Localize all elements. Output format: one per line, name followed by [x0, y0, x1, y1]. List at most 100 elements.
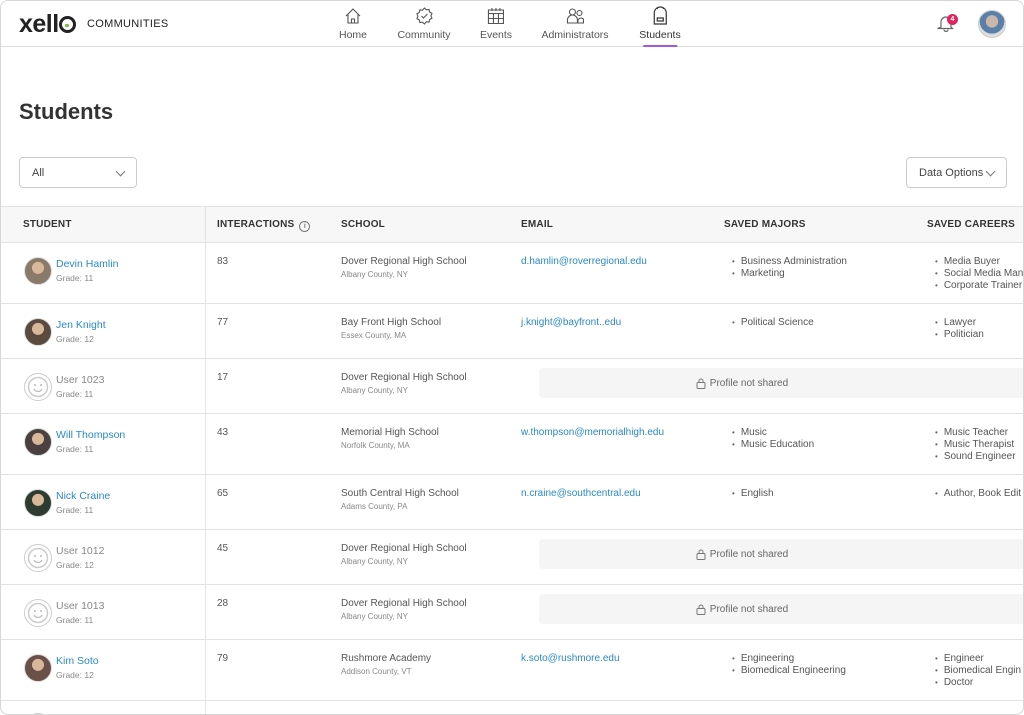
top-nav-bar: xell COMMUNITIES Home Community Events Admi… — [1, 1, 1023, 47]
student-email[interactable]: j.knight@bayfront..edu — [521, 317, 622, 328]
saved-career: Politician — [935, 329, 984, 341]
school-county: Adams County, PA — [341, 502, 408, 511]
smiley-icon — [27, 547, 49, 569]
school-county: Albany County, NY — [341, 612, 408, 621]
student-name: User 1012 — [56, 545, 105, 557]
nav-label: Administrators — [541, 29, 609, 41]
school-county: Albany County, NY — [341, 270, 408, 279]
interactions-count: 83 — [217, 256, 229, 267]
nav-label: Community — [397, 29, 451, 41]
saved-career: Music Teacher — [935, 427, 1016, 439]
saved-career: Sound Engineer — [935, 451, 1016, 463]
table-row[interactable]: Will Thompson Grade: 11 43 Memorial High Sc… — [1, 414, 1023, 475]
info-icon[interactable]: i — [299, 221, 311, 232]
student-avatar[interactable] — [24, 428, 52, 456]
school-county: Albany County, NY — [341, 386, 408, 395]
filter-dropdown[interactable]: All — [19, 157, 137, 188]
col-school[interactable]: SCHOOL — [341, 219, 385, 230]
nav-community[interactable]: Community — [397, 6, 451, 41]
profile-not-shared: Profile not shared — [539, 539, 1023, 569]
interactions-count: 43 — [217, 427, 229, 438]
table-row[interactable]: User 1012 Grade: 12 45 Dover Regional High … — [1, 530, 1023, 585]
profile-not-shared-label: Profile not shared — [709, 603, 789, 615]
school-name: Dover Regional High School — [341, 256, 467, 267]
table-row[interactable]: Jen Knight Grade: 12 77 Bay Front High Scho… — [1, 304, 1023, 359]
interactions-count: 65 — [217, 488, 229, 499]
school-name: Dover Regional High School — [341, 598, 467, 609]
lock-icon — [696, 549, 706, 560]
saved-major: Marketing — [732, 268, 847, 280]
calendar-icon — [487, 8, 505, 25]
table-row[interactable]: Kim Soto Grade: 12 79 Rushmore Academy Addis… — [1, 640, 1023, 701]
student-email[interactable]: n.craine@southcentral.edu — [521, 488, 641, 499]
students-table-body: Devin Hamlin Grade: 11 83 Dover Regional Hi… — [1, 243, 1023, 714]
home-icon — [345, 8, 361, 24]
data-options-button[interactable]: Data Options — [906, 157, 1007, 188]
saved-major: Biomedical Engineering — [732, 665, 846, 677]
student-grade: Grade: 11 — [56, 505, 94, 515]
col-saved-careers[interactable]: SAVED CAREERS — [927, 219, 1015, 230]
table-row[interactable] — [1, 701, 1023, 714]
saved-major: Music — [732, 427, 814, 439]
anonymous-avatar — [24, 544, 52, 572]
student-name[interactable]: Nick Craine — [56, 490, 111, 502]
chevron-down-icon — [115, 166, 126, 177]
col-interactions-label: INTERACTIONS — [217, 219, 295, 230]
column-divider — [205, 206, 206, 714]
col-student[interactable]: STUDENT — [23, 219, 72, 230]
student-name[interactable]: Will Thompson — [56, 429, 126, 441]
student-name[interactable]: Devin Hamlin — [56, 258, 119, 270]
table-row[interactable]: Nick Craine Grade: 11 65 South Central High… — [1, 475, 1023, 530]
student-grade: Grade: 11 — [56, 444, 94, 454]
saved-careers-list: LawyerPolitician — [935, 317, 984, 341]
notification-badge: 4 — [947, 14, 958, 25]
student-name: User 1013 — [56, 600, 105, 612]
school-county: Addison County, VT — [341, 667, 412, 676]
saved-career: Engineer — [935, 653, 1021, 665]
user-avatar[interactable] — [978, 10, 1006, 38]
col-interactions[interactable]: INTERACTIONS i — [217, 219, 311, 232]
school-name: Dover Regional High School — [341, 372, 467, 383]
student-grade: Grade: 11 — [56, 389, 94, 399]
smiley-icon — [27, 602, 49, 624]
users-icon — [566, 8, 584, 24]
student-grade: Grade: 11 — [56, 615, 94, 625]
saved-career: Lawyer — [935, 317, 984, 329]
col-saved-majors[interactable]: SAVED MAJORS — [724, 219, 806, 230]
student-email[interactable]: w.thompson@memorialhigh.edu — [521, 427, 665, 438]
saved-careers-list: EngineerBiomedical EnginDoctor — [935, 653, 1021, 689]
student-avatar[interactable] — [24, 257, 52, 285]
nav-events[interactable]: Events — [480, 6, 512, 41]
nav-label: Home — [338, 29, 368, 41]
school-name: Dover Regional High School — [341, 543, 467, 554]
nav-home[interactable]: Home — [339, 6, 367, 41]
table-row[interactable]: Devin Hamlin Grade: 11 83 Dover Regional Hi… — [1, 243, 1023, 304]
school-name: Memorial High School — [341, 427, 439, 438]
xello-logo[interactable]: xell — [19, 10, 76, 39]
smiley-icon — [27, 376, 49, 398]
nav-administrators[interactable]: Administrators — [541, 6, 609, 41]
anonymous-avatar — [24, 373, 52, 401]
school-name: South Central High School — [341, 488, 459, 499]
saved-majors-list: MusicMusic Education — [732, 427, 814, 451]
nav-students[interactable]: Students — [639, 6, 681, 47]
student-avatar[interactable] — [24, 654, 52, 682]
student-avatar[interactable] — [24, 318, 52, 346]
interactions-count: 77 — [217, 317, 229, 328]
table-row[interactable]: User 1023 Grade: 11 17 Dover Regional High … — [1, 359, 1023, 414]
student-name[interactable]: Kim Soto — [56, 655, 99, 667]
saved-major: English — [732, 488, 774, 500]
saved-major: Music Education — [732, 439, 814, 451]
student-email[interactable]: d.hamlin@roverregional.edu — [521, 256, 647, 267]
student-avatar[interactable] — [24, 489, 52, 517]
table-row[interactable]: User 1013 Grade: 11 28 Dover Regional High … — [1, 585, 1023, 640]
profile-not-shared: Profile not shared — [539, 368, 1023, 398]
data-options-label: Data Options — [919, 167, 984, 179]
student-name[interactable]: Jen Knight — [56, 319, 106, 331]
saved-careers-list: Author, Book Edit — [935, 488, 1021, 500]
logo-subtitle: COMMUNITIES — [87, 18, 169, 30]
interactions-count: 45 — [217, 543, 229, 554]
student-email[interactable]: k.soto@rushmore.edu — [521, 653, 620, 664]
col-email[interactable]: EMAIL — [521, 219, 554, 230]
saved-major: Business Administration — [732, 256, 847, 268]
